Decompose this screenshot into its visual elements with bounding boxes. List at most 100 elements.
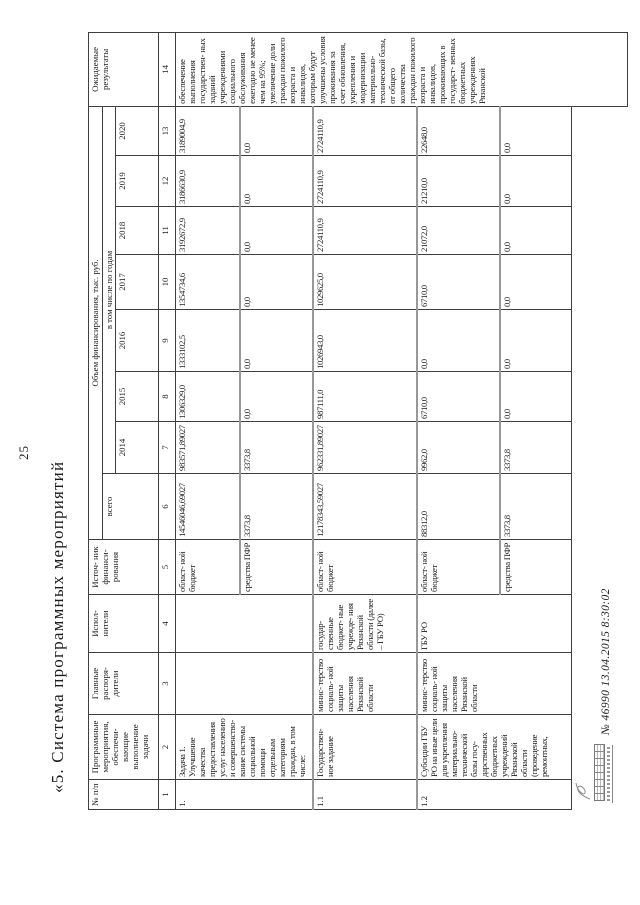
header-activities: Программные мероприятия, обеспечи- вающи…: [88, 714, 159, 780]
header-executors: Испол- нители: [88, 594, 159, 653]
value-cell-2017: 1354734,6: [175, 254, 240, 310]
value-cell-2014: 983571,89027: [175, 421, 240, 474]
managers-cell: минис- терство социаль- ной защиты насел…: [416, 652, 572, 715]
value-cell-2018: 0,0: [499, 206, 572, 255]
value-cell-2017: 1029625,0: [312, 254, 417, 310]
value-cell-2018: 3192672,9: [175, 206, 240, 255]
funding-source-cell: област- ной бюджет: [312, 539, 417, 595]
value-cell-total: 14546046,69027: [175, 473, 240, 540]
table-row-1-1-state-assignment: 1.1 Государствен- ное задание минис- тер…: [312, 32, 417, 810]
value-cell-2015: 6710,0: [416, 371, 500, 422]
value-cell-2015: 987111,0: [312, 371, 417, 422]
col-num-3: 3: [158, 652, 176, 715]
value-cell-2019: 0,0: [499, 155, 572, 207]
managers-cell-empty: [175, 652, 313, 715]
value-cell-2014: 3373,8: [239, 421, 313, 474]
col-num-9: 9: [158, 309, 176, 372]
header-year-2015: 2015: [115, 371, 159, 422]
header-total: всего: [102, 473, 159, 540]
value-cell-2020: 3189004,9: [175, 106, 240, 156]
value-cell-2016: 1333102,5: [175, 309, 240, 372]
expected-results-cell: обеспечение выполнения государствен- ных…: [175, 32, 628, 107]
column-number-row: 1 2 3 4 5 6 7 8 9 10 11 12 13 14: [158, 32, 176, 810]
value-cell-2017: 0,0: [499, 254, 572, 310]
header-source: Источ- ник финанси- рования: [88, 539, 159, 595]
header-year-2014: 2014: [115, 421, 159, 474]
activity-cell: Задача 1. Улучшение качества предоставле…: [175, 714, 313, 780]
value-cell-total: 3373,8: [499, 473, 572, 540]
row-number-cell: 1.1: [312, 779, 417, 810]
value-cell-2015: 0,0: [499, 371, 572, 422]
col-num-11: 11: [158, 206, 176, 255]
col-num-2: 2: [158, 714, 176, 780]
value-cell-2017: 0,0: [239, 254, 313, 310]
value-cell-2016: 1026943,0: [312, 309, 417, 372]
stamp-micro-text: [607, 747, 610, 801]
registration-number-line: № 46990 13.04.2015 8:30:02: [600, 588, 612, 735]
stamp-underline: [612, 745, 613, 803]
table-row-1-2-subsidies-regional-budget: 1.2 Субсидии ГБУ РО на иные цели для укр…: [416, 32, 572, 810]
value-cell-2019: 3186630,9: [175, 155, 240, 207]
col-num-1: 1: [158, 779, 176, 810]
value-cell-2016: 0,0: [416, 309, 500, 372]
value-cell-2014: 3373,8: [499, 421, 572, 474]
stamp-micro-cells: [594, 744, 605, 801]
value-cell-2019: 0,0: [239, 155, 313, 207]
value-cell-2014: 962331,89027: [312, 421, 417, 474]
header-row-1: № п/п Программные мероприятия, обеспечи-…: [88, 32, 159, 810]
funding-source-cell: област- ной бюджет: [175, 539, 240, 595]
header-managers: Главные распоря- дители: [88, 652, 159, 715]
value-cell-2020: 0,0: [239, 106, 313, 156]
activity-cell: Государствен- ное задание: [312, 714, 417, 780]
row-number-cell: 1.2: [416, 779, 572, 810]
header-year-2018: 2018: [115, 206, 159, 255]
header-expected-results: Ожидаемые результаты: [88, 32, 159, 107]
row-number-cell: 1.: [175, 779, 313, 810]
header-funding-group: Объем финансирования, тыс. руб.: [88, 106, 103, 540]
header-year-2016: 2016: [115, 309, 159, 372]
funding-source-cell: област- ной бюджет: [416, 539, 500, 595]
value-cell-2019: 2724110,9: [312, 155, 417, 207]
col-num-10: 10: [158, 254, 176, 310]
col-num-14: 14: [158, 32, 176, 107]
page-title: «5. Система программных мероприятий: [48, 460, 67, 793]
funding-source-cell: средства ПФР: [239, 539, 313, 595]
page-number: 25: [16, 445, 31, 460]
value-cell-2018: 2724110,9: [312, 206, 417, 255]
value-cell-2017: 6710,0: [416, 254, 500, 310]
value-cell-2020: 22648,0: [416, 106, 500, 156]
value-cell-2018: 0,0: [239, 206, 313, 255]
value-cell-2019: 21210,0: [416, 155, 500, 207]
header-by-years: в том числе по годам: [102, 106, 116, 474]
col-num-6: 6: [158, 473, 176, 540]
executors-cell: государ- ственные бюджет- ные учрежде- н…: [312, 594, 417, 653]
value-cell-total: 3373,8: [239, 473, 313, 540]
header-year-2017: 2017: [115, 254, 159, 310]
managers-cell: минис- терство социаль- ной защиты насел…: [312, 652, 417, 715]
header-num: № п/п: [88, 779, 159, 810]
col-num-7: 7: [158, 421, 176, 474]
header-year-2019: 2019: [115, 155, 159, 207]
value-cell-2020: 2724110,9: [312, 106, 417, 156]
col-num-13: 13: [158, 106, 176, 156]
value-cell-total: 12178343,59027: [312, 473, 417, 540]
value-cell-2016: 0,0: [239, 309, 313, 372]
value-cell-total: 88312,0: [416, 473, 500, 540]
value-cell-2015: 1306329,0: [175, 371, 240, 422]
col-num-5: 5: [158, 539, 176, 595]
col-num-8: 8: [158, 371, 176, 422]
activity-cell: Субсидии ГБУ РО на иные цели для укрепле…: [416, 714, 572, 780]
table-row-task1-regional-budget: 1. Задача 1. Улучшение качества предоста…: [175, 32, 628, 810]
value-cell-2020: 0,0: [499, 106, 572, 156]
col-num-4: 4: [158, 594, 176, 653]
col-num-12: 12: [158, 155, 176, 207]
value-cell-2016: 0,0: [499, 309, 572, 372]
value-cell-2015: 0,0: [239, 371, 313, 422]
stamp-flourish-icon: [575, 782, 591, 800]
value-cell-2018: 21072,0: [416, 206, 500, 255]
registration-stamp: [572, 743, 624, 805]
value-cell-2014: 9962,0: [416, 421, 500, 474]
executors-cell: ГБУ РО: [416, 594, 572, 653]
